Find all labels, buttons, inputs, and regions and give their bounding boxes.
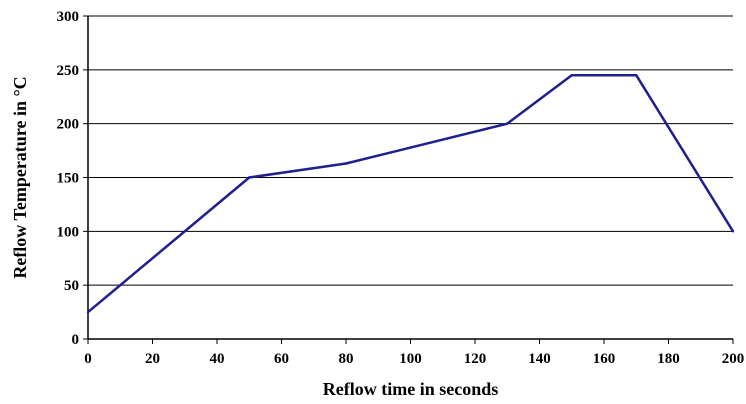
- y-tick-label: 0: [72, 332, 80, 348]
- x-axis-title: Reflow time in seconds: [323, 379, 498, 399]
- y-tick-label: 250: [57, 63, 80, 79]
- x-tick-label: 20: [145, 351, 160, 367]
- gridlines: [88, 15, 733, 286]
- series-line-0: [87, 73, 735, 314]
- data-point: [506, 122, 509, 125]
- tick-labels: 0 50 100 150 200 250 300 0 20 40 60 80 100 120 140 160 1…: [57, 9, 745, 367]
- x-tick-label: 180: [657, 351, 680, 367]
- y-tick-label: 200: [57, 117, 80, 133]
- data-point: [570, 74, 573, 77]
- x-tick-label: 60: [274, 351, 289, 367]
- data-point: [344, 162, 348, 165]
- data-point: [86, 310, 90, 314]
- x-tick-label: 40: [210, 351, 225, 367]
- y-tick-label: 50: [64, 278, 79, 294]
- data-point: [635, 74, 638, 77]
- series-lines: [86, 73, 735, 314]
- data-point: [731, 230, 735, 233]
- y-tick-label: 100: [57, 224, 80, 240]
- y-axis-title: Reflow Temperature in °C: [10, 76, 30, 278]
- x-tick-label: 140: [528, 351, 551, 367]
- x-tick-label: 100: [399, 351, 422, 367]
- data-point: [248, 176, 251, 179]
- x-tick-label: 120: [464, 351, 487, 367]
- x-tick-label: 0: [84, 351, 92, 367]
- y-tick-label: 300: [57, 9, 80, 25]
- x-tick-label: 200: [722, 351, 745, 367]
- x-tick-label: 80: [339, 351, 354, 367]
- x-tick-label: 160: [593, 351, 616, 367]
- y-tick-label: 150: [57, 171, 80, 187]
